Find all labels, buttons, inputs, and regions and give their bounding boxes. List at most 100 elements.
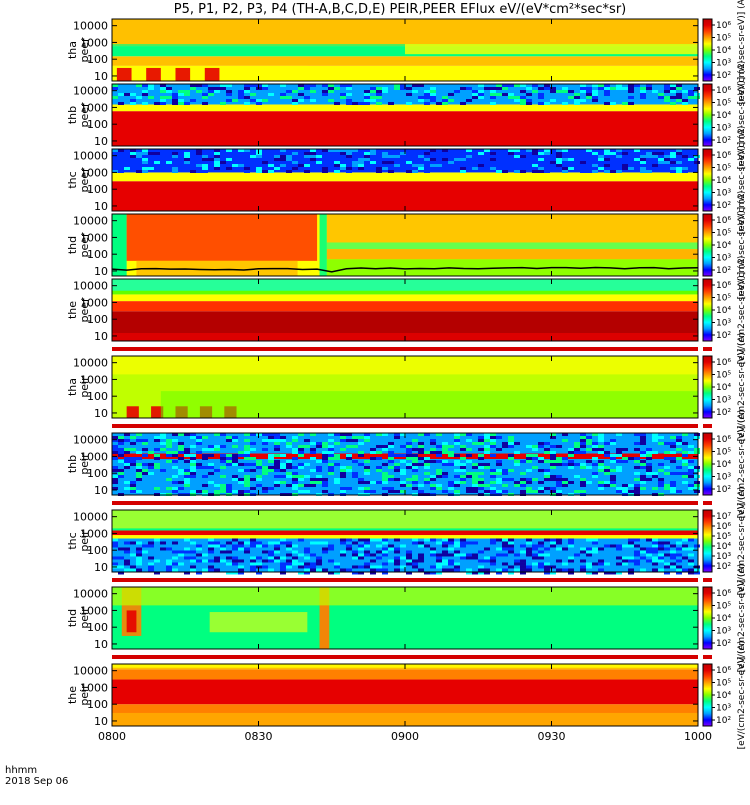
noise-cell — [304, 170, 310, 173]
noise-cell — [280, 541, 286, 545]
noise-cell — [394, 490, 400, 493]
colorbar-tick-label: 10⁶ — [716, 358, 731, 368]
noise-cell — [250, 463, 256, 466]
noise-cell — [490, 87, 496, 90]
noise-cell — [232, 559, 238, 563]
noise-cell — [430, 451, 436, 454]
noise-cell — [160, 448, 166, 451]
noise-cell — [478, 436, 484, 439]
noise-cell — [670, 96, 676, 99]
noise-cell — [370, 96, 376, 99]
colorbar-tick-label: 10⁶ — [716, 589, 731, 599]
noise-cell — [262, 490, 268, 493]
y-tick-label: 1000 — [80, 296, 108, 309]
energy-band — [112, 104, 698, 112]
noise-cell — [490, 102, 496, 105]
noise-cell — [220, 490, 226, 493]
noise-cell — [184, 556, 190, 560]
noise-cell — [442, 544, 448, 548]
noise-cell — [112, 481, 118, 484]
noise-cell — [142, 161, 148, 164]
noise-cell — [190, 469, 196, 472]
noise-cell — [148, 541, 154, 545]
noise-cell — [178, 93, 184, 96]
noise-cell — [202, 457, 208, 460]
noise-cell — [466, 490, 472, 493]
noise-cell — [664, 96, 670, 99]
noise-cell — [190, 490, 196, 493]
noise-cell — [646, 170, 652, 173]
noise-cell — [208, 559, 214, 563]
noise-cell — [148, 96, 154, 99]
noise-cell — [412, 487, 418, 490]
noise-cell — [112, 556, 118, 560]
noise-cell — [658, 559, 664, 563]
noise-cell — [484, 445, 490, 448]
noise-cell — [268, 541, 274, 545]
noise-cell — [610, 454, 616, 457]
noise-cell — [256, 571, 262, 575]
noise-cell — [670, 155, 676, 158]
noise-cell — [412, 448, 418, 451]
noise-cell — [502, 538, 508, 542]
colorbar-tick-label: 10³ — [716, 396, 731, 406]
noise-cell — [406, 102, 412, 105]
noise-cell — [352, 460, 358, 463]
noise-cell — [388, 161, 394, 164]
noise-cell — [304, 547, 310, 551]
noise-cell — [226, 454, 232, 457]
noise-cell — [190, 472, 196, 475]
spectrogram-feature — [326, 242, 698, 250]
noise-cell — [436, 484, 442, 487]
noise-cell — [358, 571, 364, 575]
noise-cell — [232, 99, 238, 102]
noise-cell — [316, 442, 322, 445]
noise-cell — [304, 155, 310, 158]
noise-cell — [358, 167, 364, 170]
noise-cell — [478, 466, 484, 469]
noise-cell — [250, 487, 256, 490]
noise-cell — [136, 170, 142, 173]
y-tick-label: 10 — [94, 407, 108, 420]
noise-cell — [364, 460, 370, 463]
noise-cell — [448, 484, 454, 487]
noise-cell — [658, 568, 664, 572]
noise-cell — [556, 164, 562, 167]
y-tick-label: 10 — [94, 200, 108, 213]
noise-cell — [250, 541, 256, 545]
noise-cell — [346, 547, 352, 551]
noise-cell — [412, 469, 418, 472]
noise-cell — [274, 158, 280, 161]
noise-cell — [334, 463, 340, 466]
noise-cell — [694, 487, 700, 490]
y-tick-label: 10000 — [73, 150, 108, 163]
noise-cell — [580, 433, 586, 436]
noise-cell — [340, 466, 346, 469]
noise-cell — [370, 448, 376, 451]
noise-cell — [622, 448, 628, 451]
noise-cell — [262, 99, 268, 102]
noise-cell — [676, 152, 682, 155]
noise-cell — [418, 541, 424, 545]
noise-cell — [328, 544, 334, 548]
noise-cell — [640, 442, 646, 445]
noise-cell — [322, 170, 328, 173]
colorbar-tick-label: 10⁶ — [716, 21, 731, 31]
noise-cell — [466, 460, 472, 463]
spectrogram-feature — [112, 214, 127, 276]
noise-cell — [598, 460, 604, 463]
noise-cell — [418, 84, 424, 87]
noise-cell — [316, 541, 322, 545]
noise-cell — [160, 84, 166, 87]
noise-cell — [208, 481, 214, 484]
noise-cell — [238, 541, 244, 545]
noise-cell — [490, 490, 496, 493]
noise-cell — [394, 556, 400, 560]
noise-cell — [310, 478, 316, 481]
noise-cell — [382, 481, 388, 484]
noise-cell — [118, 149, 124, 152]
noise-cell — [436, 475, 442, 478]
noise-cell — [526, 164, 532, 167]
noise-cell — [268, 553, 274, 557]
noise-cell — [232, 478, 238, 481]
